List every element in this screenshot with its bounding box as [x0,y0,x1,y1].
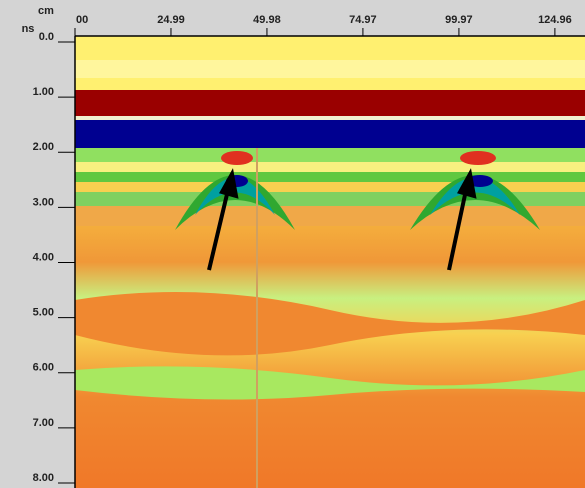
y-tick-label: 1.00 [33,86,54,98]
y-tick-label: 2.00 [33,141,54,153]
radargram-view: cm ns 00 24.99 49.98 74.97 99.97 124.96 0.0 1.0… [0,0,585,488]
y-tick-label: 5.00 [33,307,54,319]
surface-band [75,60,585,78]
radar-image [75,36,585,488]
y-tick-label: 3.00 [33,196,54,208]
y-tick-label: 6.00 [33,362,54,374]
green-band [75,148,585,162]
x-tick-label: 00 [76,14,88,26]
y-tick-label: 0.0 [39,31,54,43]
blue-band [75,120,585,148]
x-tick-label: 49.98 [253,14,281,26]
green-band [75,172,585,182]
light-band [75,116,585,120]
x-tick-label: 124.96 [538,14,572,26]
red-band [75,90,585,116]
x-axis-unit: cm [38,5,54,17]
hyperbola-apex [460,151,496,165]
hyperbola-apex [221,151,253,165]
y-axis-unit: ns [22,23,35,35]
x-tick-label: 99.97 [445,14,473,26]
x-tick-label: 74.97 [349,14,377,26]
y-tick-label: 7.00 [33,417,54,429]
yellow-band [75,162,585,172]
y-tick-label: 4.00 [33,251,54,263]
y-tick-label: 8.00 [33,472,54,484]
orange-band [75,206,585,226]
x-tick-label: 24.99 [157,14,185,26]
